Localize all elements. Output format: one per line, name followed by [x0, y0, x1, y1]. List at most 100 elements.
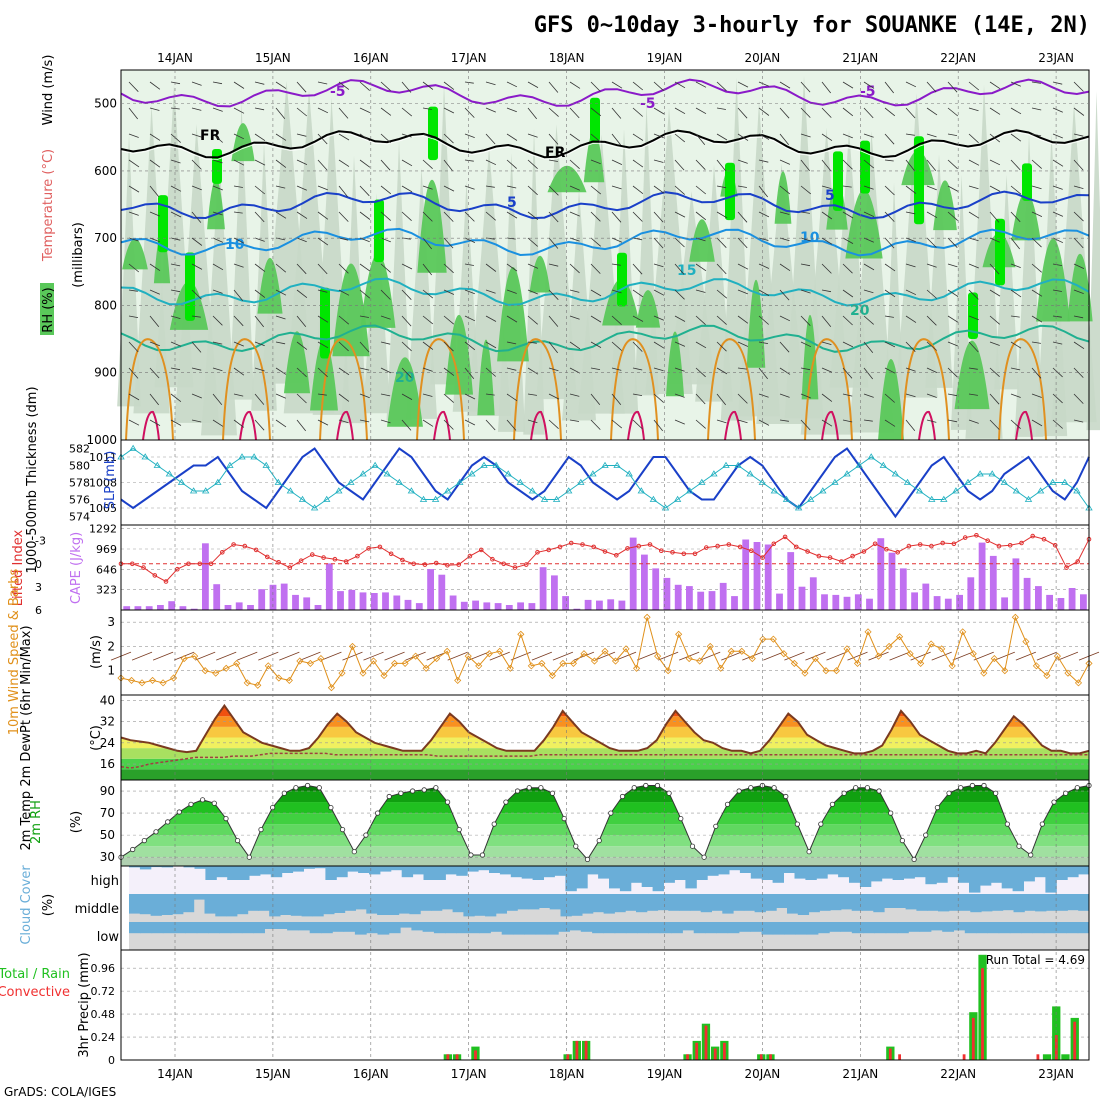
wind-speed-point: [1022, 638, 1030, 646]
wind-barb: [422, 237, 433, 250]
wind-barb: [485, 315, 497, 322]
cape-bar: [325, 563, 333, 610]
thickness-point: [540, 495, 549, 502]
wind-barb: [317, 289, 328, 293]
y-tick-label: 0.96: [91, 962, 116, 975]
wind-barb: [926, 341, 937, 351]
wind-barb: [779, 341, 790, 353]
contour-label: 20: [395, 370, 415, 386]
wind-speed-point: [1074, 679, 1083, 687]
wind-barb: [758, 367, 769, 380]
cloud-bar: [969, 866, 981, 893]
isotherm-line: [120, 277, 1090, 307]
y-tick-label: 578: [69, 477, 90, 490]
thickness-point: [419, 495, 428, 502]
wind-barb: [380, 159, 391, 171]
wind-barb: [863, 315, 874, 325]
wind-speed-point: [622, 645, 630, 653]
rh2m-point: [829, 801, 836, 807]
wind-barb: [191, 263, 203, 270]
y-tick-label: 600: [94, 164, 117, 178]
wind-barb: [149, 81, 161, 90]
cloud-bar: [495, 894, 507, 914]
wind-barb: [716, 159, 727, 172]
wind-speed-point: [496, 647, 504, 655]
date-label-bottom: 17JAN: [451, 1067, 487, 1081]
wind-barb: [384, 651, 405, 661]
wind-barb: [632, 107, 643, 117]
wind-barb: [884, 159, 894, 162]
cloud-bar: [582, 894, 594, 914]
cloud-bar: [513, 922, 525, 935]
cloud-bar: [569, 922, 582, 931]
rh-band: [428, 106, 438, 161]
wind-barb: [1010, 159, 1021, 171]
cape-bar: [562, 596, 569, 610]
lifted-index-point: [1019, 540, 1024, 546]
wind-barb: [1010, 393, 1021, 398]
wind-barb: [254, 107, 265, 111]
wind-barb: [926, 315, 937, 326]
precip-side-total: Total / Rain: [0, 967, 70, 982]
cloud-bar: [998, 922, 1011, 934]
wind-barb: [989, 263, 1000, 275]
contour-label: 10: [800, 230, 820, 246]
cloud-bar: [287, 922, 299, 931]
wind-speed-point: [654, 652, 662, 660]
cloud-bar: [718, 866, 730, 875]
rh-band: [228, 103, 255, 400]
lifted-index-point: [208, 561, 214, 567]
cape-bar: [1046, 594, 1053, 610]
wind-barb: [905, 367, 916, 372]
wind-barb: [947, 185, 959, 192]
cloud-bar: [270, 866, 283, 878]
wind-barb: [464, 341, 476, 351]
rh-band: [117, 133, 141, 407]
isotherm-line: [120, 131, 1090, 160]
wind-barb: [254, 211, 265, 223]
lifted-index-point: [872, 541, 878, 547]
wind-barb: [485, 133, 496, 145]
cloud-bar: [716, 922, 729, 934]
rh2m-point: [1063, 790, 1069, 796]
cloud-bar: [139, 894, 152, 915]
cloud-bar: [1024, 894, 1036, 911]
thickness-point: [165, 470, 174, 477]
wind-speed-point: [780, 650, 788, 658]
wind-barb: [527, 185, 538, 196]
cape-bar: [697, 591, 705, 610]
wind-barb: [884, 393, 895, 403]
cloud-bar: [990, 866, 1003, 883]
wind-barb: [800, 133, 811, 138]
cloud-bar: [321, 922, 333, 934]
wind-barb: [695, 315, 706, 325]
wind-barb: [128, 315, 139, 318]
cloud-bar: [241, 922, 254, 934]
rh-yunit: (%): [69, 811, 84, 834]
wind-barb: [506, 133, 518, 141]
wind-barb: [506, 81, 518, 88]
wind-barb: [422, 419, 434, 427]
precip-conv-bar: [695, 1042, 699, 1060]
rh-band: [746, 279, 766, 368]
wind-barb: [737, 393, 748, 404]
wind-barb: [590, 159, 601, 165]
wind-barb: [695, 419, 706, 429]
precip-conv-bar: [898, 1054, 901, 1060]
wind-barb: [1052, 289, 1062, 292]
cape-bar: [854, 594, 862, 610]
wind-barb: [170, 341, 181, 347]
thickness-point: [298, 495, 307, 502]
wind-barb: [233, 341, 244, 347]
lifted-index-point: [782, 534, 788, 540]
rh2m-point: [269, 804, 276, 811]
wind-barb: [170, 159, 181, 164]
cloud-bar: [216, 866, 228, 878]
cape-bar: [551, 575, 558, 610]
isotherm-line: [901, 338, 950, 441]
wind-barb: [632, 159, 644, 168]
cape-bar: [674, 584, 682, 610]
wind-barb: [863, 107, 874, 119]
cloud-bar: [535, 922, 548, 935]
wind-barb: [401, 81, 412, 93]
